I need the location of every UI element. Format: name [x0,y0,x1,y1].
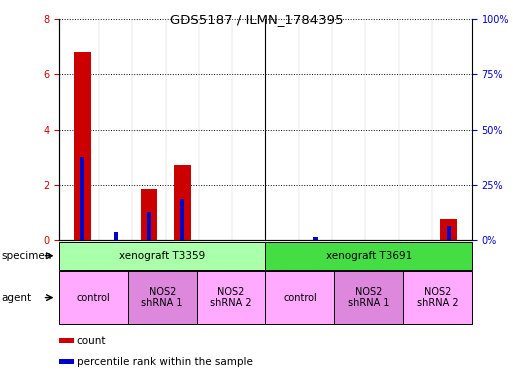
Text: NOS2
shRNA 1: NOS2 shRNA 1 [142,287,183,308]
Text: control: control [283,293,317,303]
Text: agent: agent [2,293,32,303]
Bar [403,271,472,324]
Bar [334,271,403,324]
Text: NOS2
shRNA 2: NOS2 shRNA 2 [417,287,458,308]
Bar [266,271,334,324]
Text: xenograft T3359: xenograft T3359 [119,251,205,261]
Bar [59,359,74,364]
Text: NOS2
shRNA 1: NOS2 shRNA 1 [348,287,389,308]
Bar [80,157,85,240]
Bar [266,242,472,270]
Bar [74,52,91,240]
Bar [440,219,457,240]
Bar [59,271,128,324]
Bar [147,212,151,240]
Text: specimen: specimen [2,251,52,261]
Bar [59,338,74,343]
Bar [196,271,266,324]
Bar [174,166,190,240]
Bar [59,242,266,270]
Bar [180,199,184,240]
Text: control: control [76,293,110,303]
Bar [446,226,451,240]
Text: GDS5187 / ILMN_1784395: GDS5187 / ILMN_1784395 [170,13,343,26]
Bar [113,232,117,240]
Bar [141,189,157,240]
Text: count: count [77,336,106,346]
Text: xenograft T3691: xenograft T3691 [326,251,412,261]
Bar [128,271,196,324]
Bar [313,237,318,240]
Text: NOS2
shRNA 2: NOS2 shRNA 2 [210,287,252,308]
Text: percentile rank within the sample: percentile rank within the sample [77,357,253,367]
